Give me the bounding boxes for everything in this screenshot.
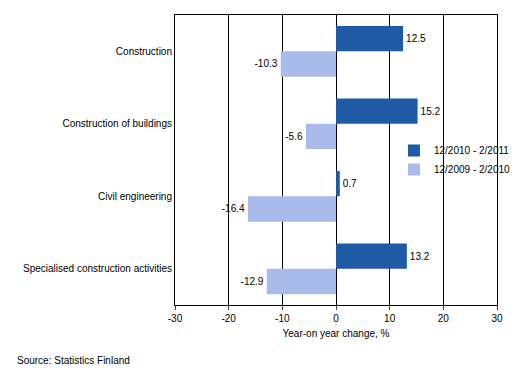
svg-text:13.2: 13.2 [410, 251, 430, 262]
svg-text:20: 20 [438, 313, 450, 324]
svg-text:10: 10 [384, 313, 396, 324]
svg-text:-10: -10 [275, 313, 290, 324]
svg-text:-12.9: -12.9 [241, 276, 264, 287]
svg-text:Construction of buildings: Construction of buildings [62, 118, 172, 129]
svg-text:0.7: 0.7 [343, 178, 357, 189]
svg-text:30: 30 [491, 313, 503, 324]
svg-text:12/2009 - 2/2010: 12/2009 - 2/2010 [434, 164, 510, 175]
svg-text:-10.3: -10.3 [254, 58, 277, 69]
svg-text:Construction: Construction [116, 46, 172, 57]
svg-text:-5.6: -5.6 [285, 131, 303, 142]
svg-text:-30: -30 [168, 313, 183, 324]
svg-text:-20: -20 [221, 313, 236, 324]
svg-text:Specialised construction activ: Specialised construction activities [23, 263, 172, 274]
svg-text:-16.4: -16.4 [222, 203, 245, 214]
svg-text:Civil engineering: Civil engineering [98, 191, 172, 202]
svg-text:Year-on year change, %: Year-on year change, % [283, 328, 390, 339]
svg-text:15.2: 15.2 [421, 106, 441, 117]
svg-text:0: 0 [333, 313, 339, 324]
svg-text:12/2010 - 2/2011: 12/2010 - 2/2011 [434, 145, 509, 156]
svg-text:Source: Statistics Finland: Source: Statistics Finland [17, 355, 130, 366]
svg-text:12.5: 12.5 [406, 33, 426, 44]
